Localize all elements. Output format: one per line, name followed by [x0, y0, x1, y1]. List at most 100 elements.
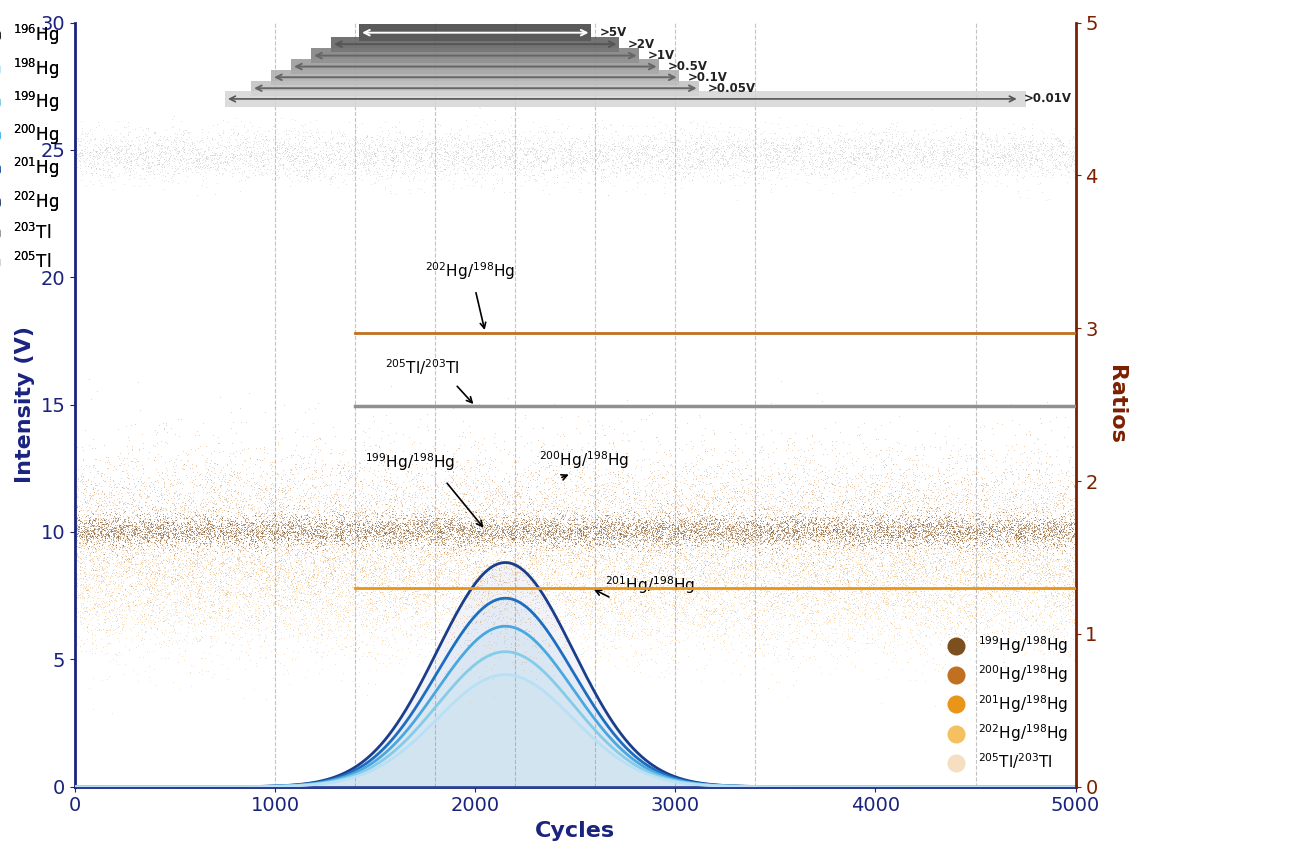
Point: [540, 514, 561, 528]
Point: [494, 155, 515, 169]
Point: [317, 552, 338, 566]
Point: [941, 621, 962, 634]
Point: [794, 450, 815, 464]
Point: [991, 490, 1012, 504]
Point: [473, 150, 494, 163]
Point: [553, 526, 574, 540]
Point: [296, 508, 317, 521]
Point: [638, 554, 659, 568]
Point: [576, 520, 597, 534]
Point: [581, 512, 602, 526]
Point: [920, 474, 941, 488]
Point: [232, 547, 253, 561]
Point: [358, 523, 379, 537]
Point: [791, 556, 812, 569]
Point: [479, 586, 499, 600]
Point: [817, 574, 838, 588]
Point: [530, 527, 551, 541]
Point: [566, 500, 587, 514]
Point: [307, 568, 328, 582]
Point: [848, 514, 869, 527]
Point: [165, 526, 186, 539]
Point: [888, 513, 909, 526]
Point: [815, 170, 836, 184]
Point: [494, 515, 515, 529]
Point: [493, 502, 514, 516]
Point: [638, 504, 659, 518]
Point: [170, 130, 191, 144]
Point: [616, 627, 637, 641]
Point: [827, 516, 848, 530]
Point: [779, 609, 800, 623]
Point: [523, 532, 544, 545]
Point: [899, 529, 920, 543]
Point: [128, 502, 149, 516]
Point: [435, 507, 456, 520]
Point: [67, 487, 88, 501]
Point: [940, 526, 961, 539]
Point: [857, 151, 878, 164]
Point: [228, 574, 249, 587]
Point: [638, 134, 659, 148]
Point: [666, 548, 687, 562]
Point: [270, 157, 291, 170]
Point: [108, 476, 128, 490]
Point: [1021, 526, 1042, 539]
Point: [673, 532, 694, 545]
Point: [604, 570, 625, 584]
Point: [526, 560, 547, 574]
Point: [988, 478, 1009, 491]
Point: [717, 491, 738, 505]
Point: [1063, 148, 1084, 162]
Point: [205, 523, 225, 537]
Point: [819, 544, 840, 558]
Point: [84, 514, 105, 527]
Point: [1033, 526, 1054, 539]
Point: [611, 527, 632, 541]
Point: [446, 578, 467, 591]
Point: [766, 557, 787, 571]
Point: [364, 622, 385, 636]
Point: [1009, 535, 1030, 549]
Point: [654, 520, 675, 534]
Point: [1058, 580, 1079, 594]
Point: [142, 529, 163, 543]
Point: [574, 528, 595, 542]
Point: [658, 586, 679, 599]
Point: [277, 529, 298, 543]
Point: [594, 515, 615, 529]
Point: [1019, 520, 1040, 534]
Point: [933, 593, 954, 607]
Point: [1049, 538, 1070, 552]
Point: [210, 523, 231, 537]
Point: [399, 577, 420, 591]
Point: [680, 130, 701, 144]
Point: [515, 531, 536, 544]
Point: [490, 562, 511, 576]
Point: [694, 514, 714, 527]
Point: [149, 532, 170, 546]
Point: [600, 518, 621, 532]
Point: [161, 152, 182, 166]
Point: [604, 133, 625, 146]
Point: [208, 562, 229, 575]
Point: [281, 582, 302, 596]
Point: [370, 549, 391, 562]
Point: [665, 532, 686, 546]
Point: [739, 579, 760, 592]
Point: [751, 558, 772, 572]
Point: [298, 580, 319, 594]
Point: [544, 530, 565, 544]
Point: [968, 526, 988, 540]
Point: [300, 573, 321, 586]
Point: [682, 498, 703, 512]
Point: [261, 571, 282, 585]
Point: [450, 562, 471, 575]
Point: [676, 538, 697, 552]
Point: [208, 562, 229, 575]
Point: [557, 458, 578, 472]
Point: [519, 562, 540, 576]
Point: [746, 485, 767, 499]
Point: [644, 141, 665, 155]
Point: [229, 465, 250, 479]
